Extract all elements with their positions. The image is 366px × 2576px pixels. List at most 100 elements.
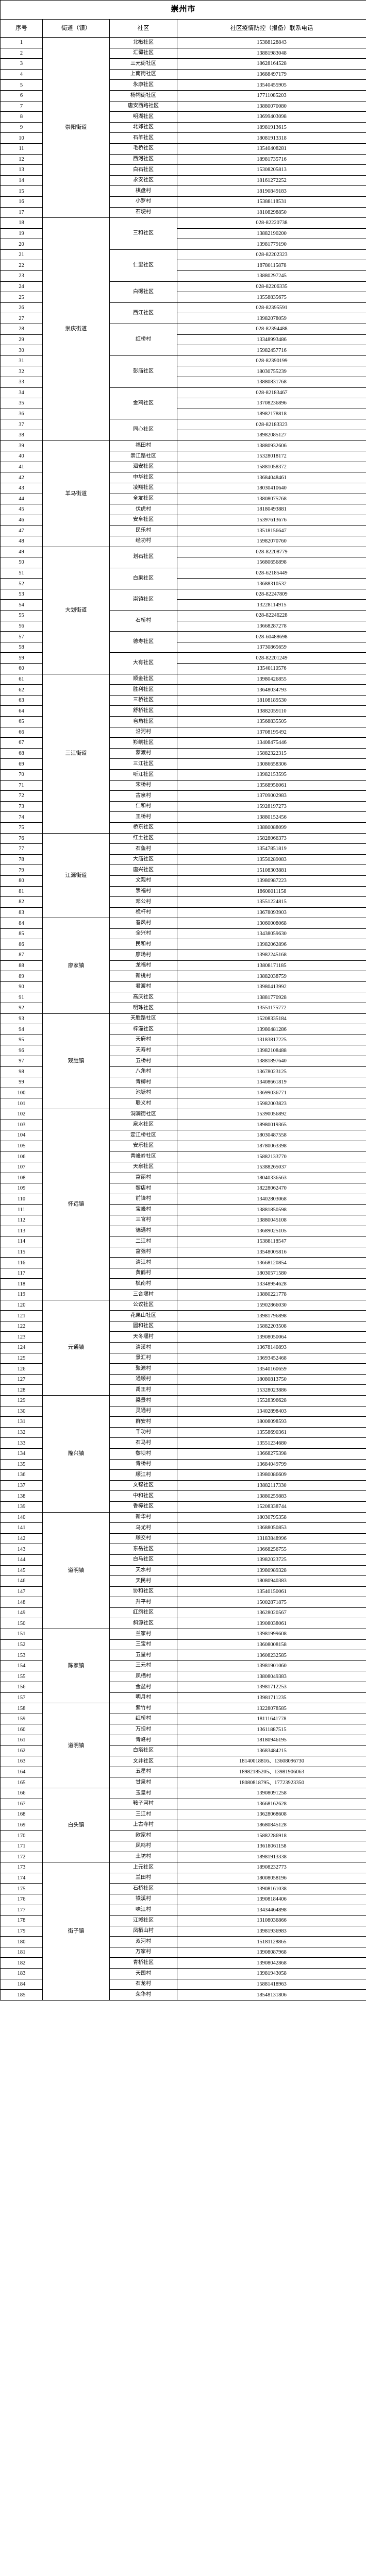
- contact-phone: 15882203508: [176, 1320, 366, 1332]
- table-row: 157 明月村 13981711235: [0, 1692, 366, 1704]
- row-index: 30: [0, 345, 43, 356]
- row-index: 50: [0, 557, 43, 568]
- community-name: 万担村: [109, 1724, 177, 1735]
- table-row: 67 羏峒社区 13408475446: [0, 737, 366, 749]
- contact-phone: 13402803068: [176, 1193, 366, 1205]
- row-index: 10: [0, 132, 43, 144]
- row-index: 67: [0, 737, 43, 749]
- contact-phone: 18228062470: [176, 1183, 366, 1194]
- community-name: 金鸡社区: [109, 387, 177, 420]
- row-index: 1: [0, 37, 43, 48]
- contact-phone: 13882117330: [176, 1480, 366, 1492]
- community-name: 黎店村: [109, 1183, 177, 1194]
- community-name: 宝峰村: [109, 1204, 177, 1215]
- contact-phone: 13628020567: [176, 1607, 366, 1619]
- column-header: 街道（镇）: [42, 19, 110, 38]
- table-row: 151 陈家镇 兰家村 13981999608: [0, 1629, 366, 1704]
- table-row: 155 凤栖村 13808049383: [0, 1671, 366, 1683]
- row-index: 23: [0, 270, 43, 282]
- contact-phone: 13408661819: [176, 1077, 366, 1088]
- row-index: 183: [0, 1968, 43, 1979]
- row-index: 169: [0, 1819, 43, 1831]
- contact-phone: 15882322315: [176, 748, 366, 759]
- contact-phone: 13880259883: [176, 1490, 366, 1502]
- contact-phone: 028-82201249: [176, 652, 366, 664]
- community-name: 全兴村: [109, 928, 177, 940]
- row-index: 166: [0, 1787, 43, 1799]
- table-row: 31 彭庙社区 028-82390199: [0, 355, 366, 388]
- row-index: 177: [0, 1904, 43, 1916]
- row-index: 143: [0, 1544, 43, 1555]
- row-index: 149: [0, 1607, 43, 1619]
- contact-phone: 13228078585: [176, 1703, 366, 1714]
- contact-phone: 028-82208779: [176, 546, 366, 558]
- row-index: 154: [0, 1660, 43, 1672]
- row-index: 53: [0, 588, 43, 600]
- contact-phone: 15928197273: [176, 801, 366, 812]
- community-name: 西江社区: [109, 302, 177, 325]
- contact-phone: 13908161038: [176, 1883, 366, 1894]
- row-index: 160: [0, 1724, 43, 1735]
- contact-phone: 13668256755: [176, 1544, 366, 1555]
- row-index: 64: [0, 705, 43, 717]
- contact-phone: 13808049383: [176, 1671, 366, 1683]
- community-name: 青桥村: [109, 1459, 177, 1470]
- table-row: 83 桅杆村 13678093903: [0, 907, 366, 919]
- street-name: 道明镇: [42, 1512, 110, 1630]
- table-row: 97 五桥村 13881897640: [0, 1056, 366, 1067]
- table-row: 90 君渡村 13980413992: [0, 981, 366, 993]
- community-name: 青柳村: [109, 1077, 177, 1088]
- row-index: 76: [0, 833, 43, 844]
- table-row: 72 古泉村 13709002983: [0, 790, 366, 802]
- row-index: 46: [0, 514, 43, 526]
- contact-phone: 13183848996: [176, 1533, 366, 1545]
- community-name: 崇镇社区: [109, 588, 177, 611]
- table-row: 19 13882190200: [0, 228, 366, 240]
- row-index: 162: [0, 1745, 43, 1757]
- street-name: 三江街道: [42, 673, 110, 834]
- community-name: 桥东社区: [109, 822, 177, 834]
- contact-phone: 13708236896: [176, 398, 366, 409]
- table-row: 5 永康社区 13540455905: [0, 79, 366, 91]
- contact-phone: 15882133770: [176, 1151, 366, 1162]
- community-name: 千功村: [109, 1427, 177, 1438]
- community-name: 五桥村: [109, 1056, 177, 1067]
- 崇州市-community-contact-sheet: 崇州市 序号 街道（镇） 社区 社区疫情防控（报备）联系电话 1 崇阳街道 北楸社区 15388…: [0, 0, 366, 2001]
- row-index: 6: [0, 90, 43, 101]
- community-name: 天寿村: [109, 1045, 177, 1056]
- contact-phone: 13568956061: [176, 779, 366, 791]
- community-name: 玉皇村: [109, 1787, 177, 1799]
- contact-phone: 13688497179: [176, 69, 366, 80]
- row-index: 107: [0, 1161, 43, 1173]
- community-name: 仁和村: [109, 801, 177, 812]
- community-name: 石桥社区: [109, 1883, 177, 1894]
- community-name: 通顺村: [109, 1374, 177, 1385]
- contact-phone: 028-82220738: [176, 217, 366, 229]
- contact-phone: 18111641778: [176, 1713, 366, 1725]
- table-row: 48 经功村 15982070760: [0, 535, 366, 547]
- header-row: 序号 街道（镇） 社区 社区疫情防控（报备）联系电话: [0, 19, 366, 38]
- row-index: 91: [0, 992, 43, 1004]
- street-name: 街子镇: [42, 1862, 110, 2001]
- table-row: 102 怀远镇 洞澜街社区 15390056892: [0, 1108, 366, 1300]
- row-index: 140: [0, 1512, 43, 1523]
- community-name: 兰家村: [109, 1629, 177, 1640]
- row-index: 163: [0, 1756, 43, 1767]
- contact-phone: 13684048461: [176, 472, 366, 483]
- row-index: 69: [0, 758, 43, 770]
- contact-phone: 028-82206335: [176, 281, 366, 293]
- contact-phone: 15902866030: [176, 1299, 366, 1311]
- row-index: 141: [0, 1522, 43, 1534]
- row-index: 62: [0, 684, 43, 696]
- community-name: 同心社区: [109, 419, 177, 441]
- row-index: 168: [0, 1809, 43, 1820]
- contact-phone: 18081913318: [176, 132, 366, 144]
- row-index: 52: [0, 578, 43, 589]
- contact-phone: 13881983048: [176, 47, 366, 59]
- row-index: 82: [0, 896, 43, 908]
- community-name: 德通村: [109, 1225, 177, 1237]
- page-title: 崇州市: [0, 0, 366, 20]
- community-name: 棋盘村: [109, 185, 177, 197]
- community-name: 汇蜀社区: [109, 47, 177, 59]
- row-index: 45: [0, 504, 43, 515]
